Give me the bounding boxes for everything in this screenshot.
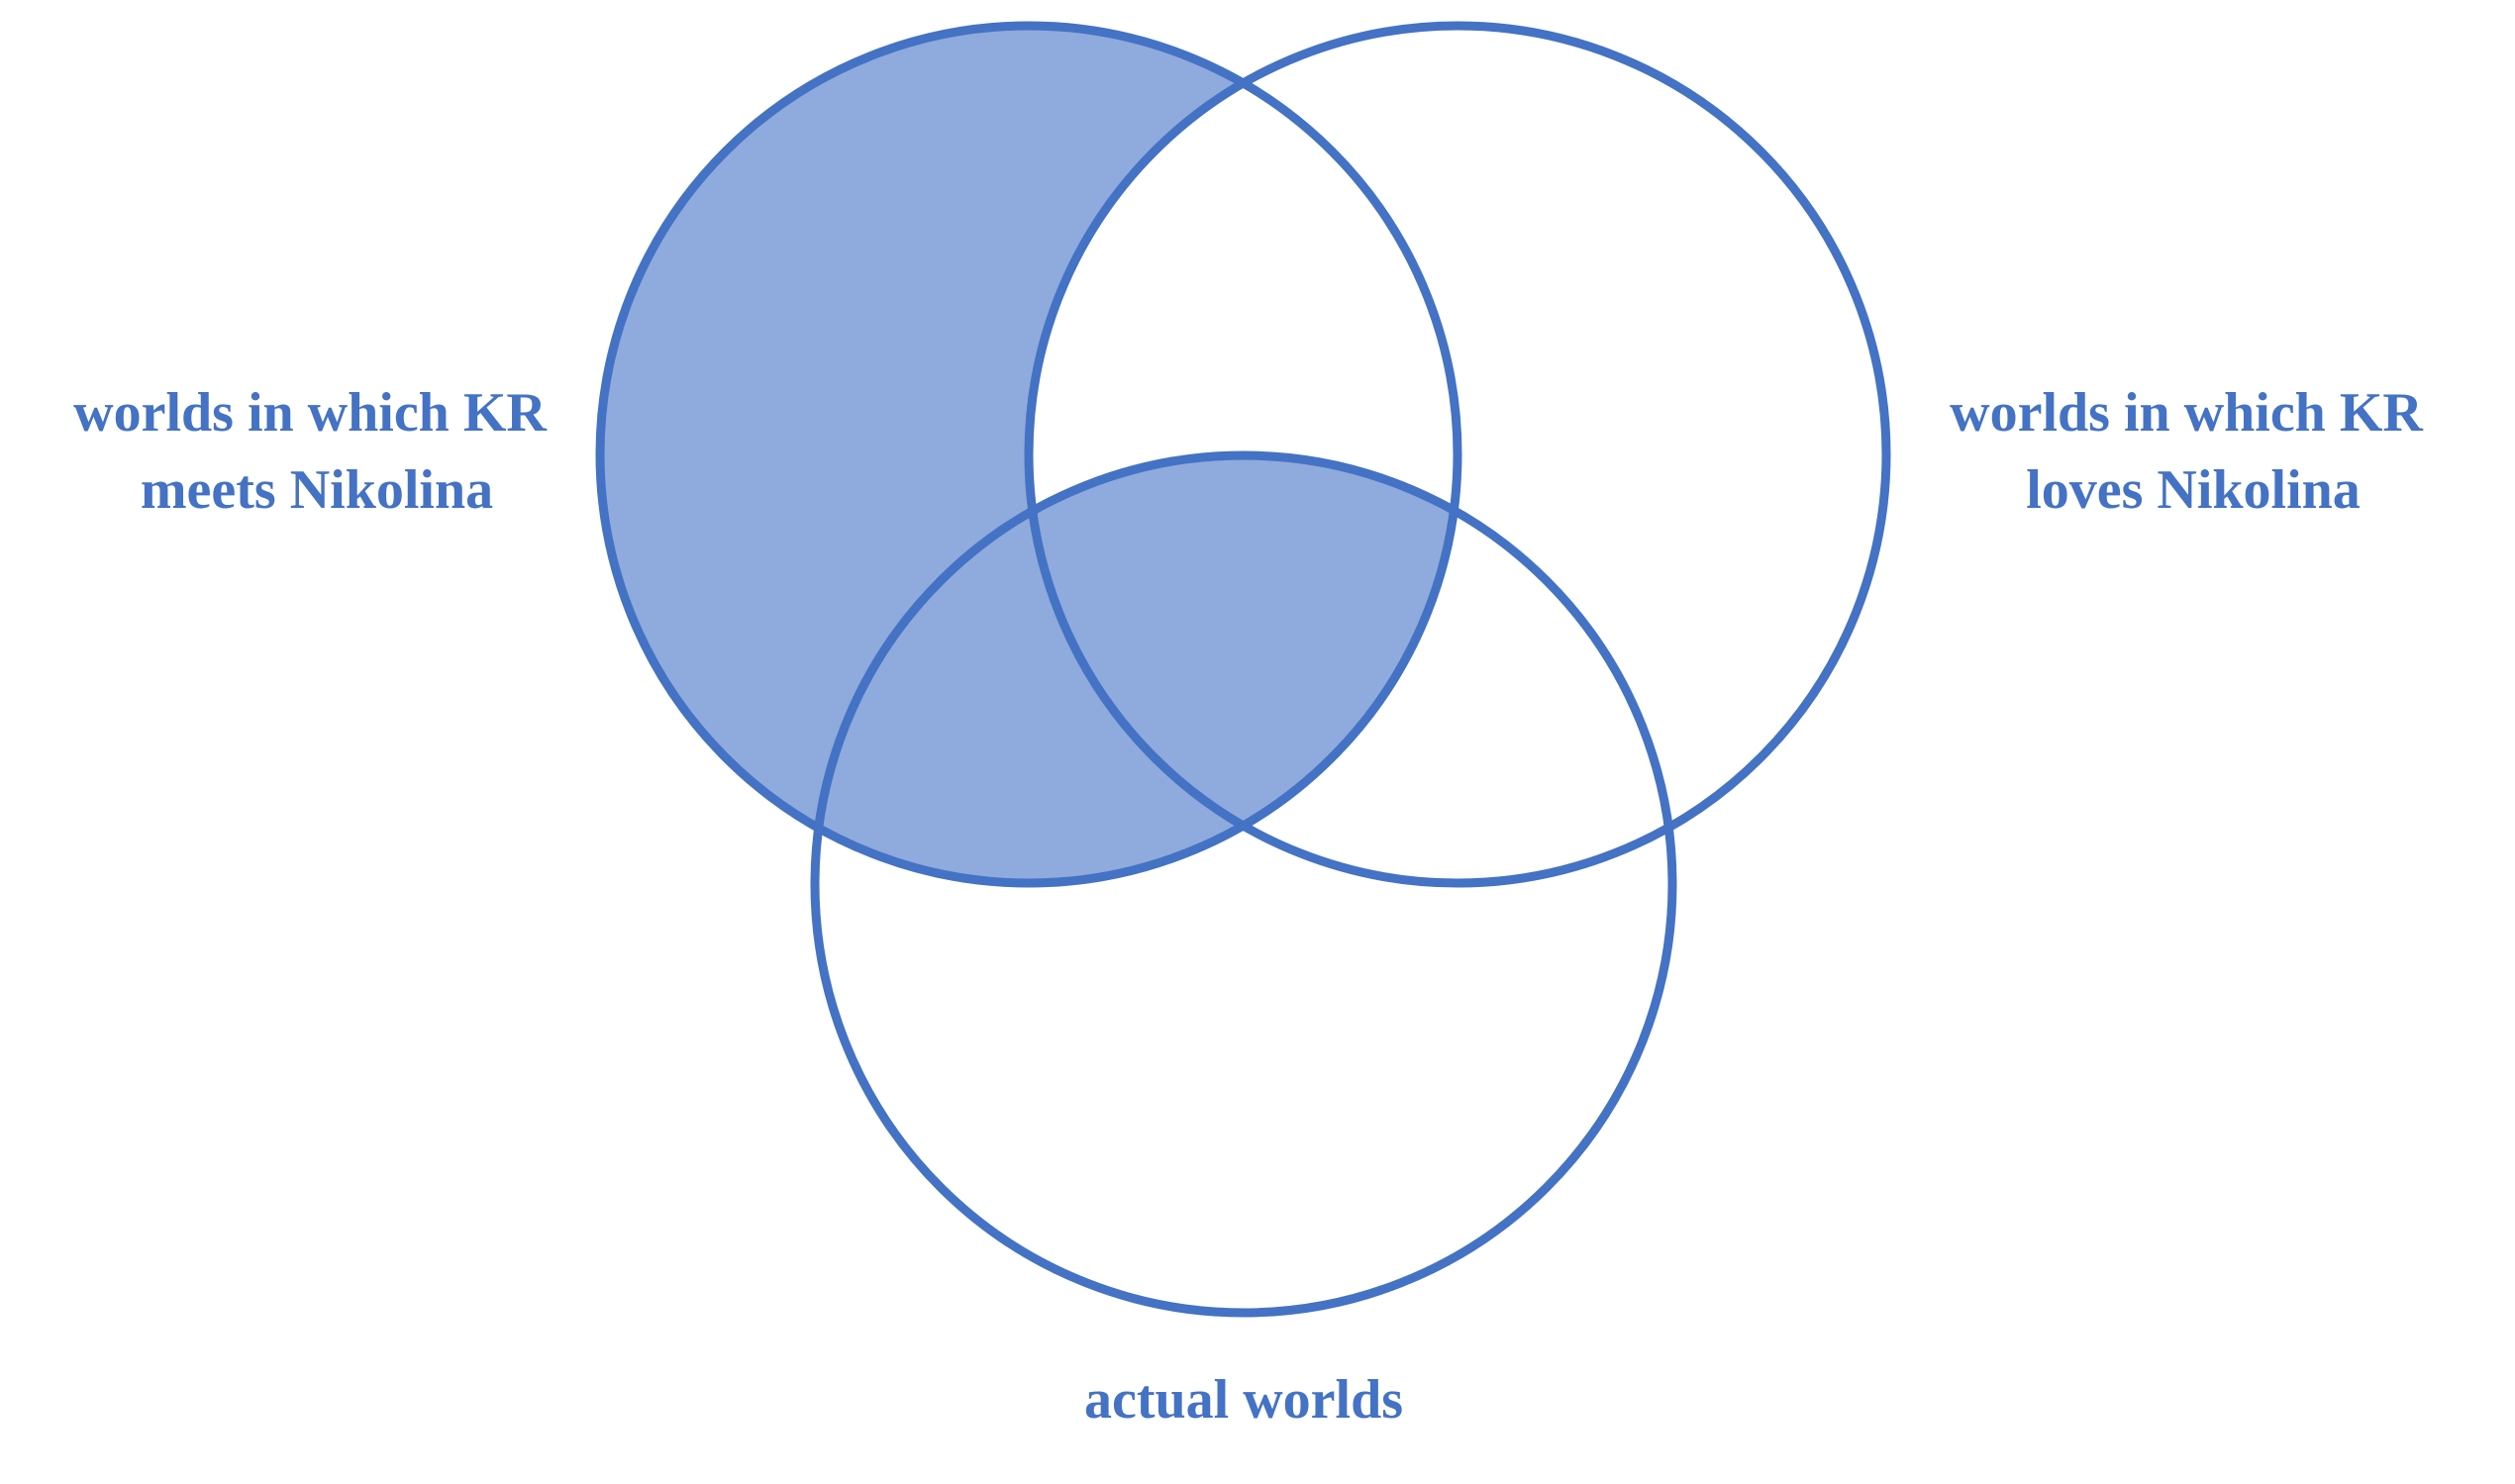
label-meets-nikolina: worlds in which KR meets Nikolina [73, 382, 560, 521]
circle-meets-nikolina [595, 21, 1462, 888]
label-meets-line-2: meets Nikolina [141, 459, 493, 521]
label-meets-line-1: worlds in which KR [73, 382, 547, 444]
label-actual-line-1: actual worlds [1084, 1369, 1403, 1431]
label-loves-nikolina: worlds in which KR loves Nikolina [1950, 382, 2437, 521]
circle-loves-nikolina [1024, 21, 1891, 888]
label-loves-line-2: loves Nikolina [2026, 459, 2361, 521]
label-actual-worlds: actual worlds [1084, 1369, 1403, 1431]
label-loves-line-1: worlds in which KR [1950, 382, 2423, 444]
circle-actual-worlds [810, 450, 1677, 1318]
